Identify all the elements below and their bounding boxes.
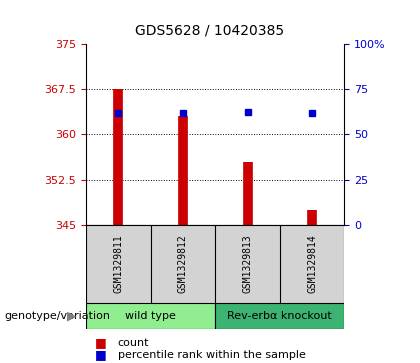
Text: GDS5628 / 10420385: GDS5628 / 10420385: [135, 24, 285, 38]
Text: GSM1329811: GSM1329811: [113, 235, 123, 293]
Bar: [86, 303, 215, 329]
Text: ▶: ▶: [67, 309, 77, 322]
Bar: [215, 303, 344, 329]
Text: wild type: wild type: [125, 311, 176, 321]
Text: ■: ■: [94, 348, 106, 362]
Text: GSM1329814: GSM1329814: [307, 235, 317, 293]
Text: count: count: [118, 338, 149, 348]
Text: Rev-erbα knockout: Rev-erbα knockout: [228, 311, 332, 321]
Text: GSM1329813: GSM1329813: [242, 235, 252, 293]
Text: percentile rank within the sample: percentile rank within the sample: [118, 350, 305, 360]
Text: genotype/variation: genotype/variation: [4, 311, 110, 321]
Text: ■: ■: [94, 336, 106, 349]
Text: GSM1329812: GSM1329812: [178, 235, 188, 293]
